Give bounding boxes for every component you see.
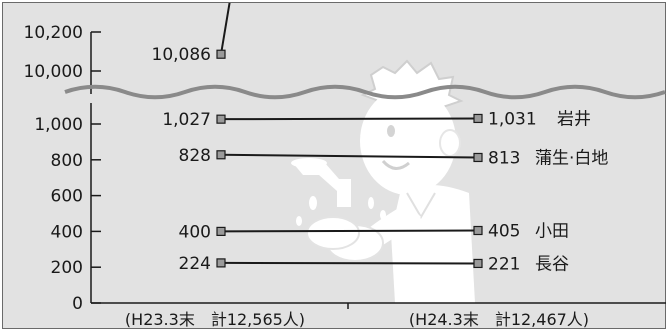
series-name-label: 長谷 [535, 254, 569, 274]
category-label-h24: (H24.3末 計12,467人) [409, 310, 589, 329]
boy-head [360, 87, 456, 195]
value-label-end: 221 [488, 254, 520, 274]
series-name-label: 岩井 [557, 109, 591, 129]
data-point-marker [216, 226, 226, 236]
slope-lines [220, 3, 479, 265]
slope-line [220, 261, 479, 265]
slope-line [220, 117, 479, 121]
slope-line [220, 3, 231, 55]
y-axis-ticks: 0 200 400 600 800 1,000 10,000 10,200 [24, 23, 101, 314]
value-label-start: 828 [179, 146, 211, 166]
value-labels: 10,0869,997広域1,0271,031岩井828813蒲生·白地4004… [152, 45, 609, 274]
slope-markers [216, 49, 483, 269]
value-label-end: 405 [488, 222, 520, 242]
y-tick-label: 400 [51, 222, 83, 242]
data-point-marker [473, 258, 483, 269]
series-name-label: 蒲生·白地 [535, 148, 608, 168]
faucet-handle [291, 158, 327, 168]
hand-washing-illustration [291, 59, 475, 303]
category-label-h23: (H23.3末 計12,565人) [125, 310, 305, 329]
faucet-icon [293, 163, 351, 207]
water-drop [368, 197, 374, 209]
series-name-label: 小田 [535, 222, 569, 242]
data-point-marker [216, 258, 226, 268]
value-label-start: 224 [179, 254, 211, 274]
water-drop [296, 216, 302, 226]
axis-break-wave [64, 84, 666, 100]
value-label-start: 1,027 [162, 110, 211, 130]
y-tick-label: 10,200 [24, 23, 83, 43]
y-tick-label: 0 [72, 294, 83, 314]
water-drop [309, 196, 317, 210]
y-tick-label: 1,000 [34, 115, 83, 135]
boy-mouth [381, 159, 410, 170]
boy-eye [387, 125, 395, 137]
y-tick-label: 800 [51, 151, 83, 171]
slope-line [220, 229, 479, 233]
data-point-marker [216, 114, 226, 124]
value-label-end: 813 [488, 148, 520, 168]
y-tick-label: 10,000 [24, 62, 83, 82]
data-point-marker [473, 225, 483, 236]
boy-hand-left [306, 216, 360, 250]
slope-line [220, 153, 479, 159]
data-point-marker [473, 113, 483, 124]
value-label-start: 400 [179, 222, 211, 242]
value-label-start: 10,086 [152, 45, 211, 65]
data-point-marker [216, 150, 226, 160]
data-point-marker [216, 49, 226, 59]
value-label-end: 1,031 [488, 109, 537, 129]
water-drop [380, 210, 386, 220]
boy-ear [439, 129, 461, 157]
data-point-marker [473, 152, 483, 163]
y-tick-label: 200 [51, 258, 83, 278]
y-tick-label: 600 [51, 187, 83, 207]
boy-body [391, 184, 475, 303]
